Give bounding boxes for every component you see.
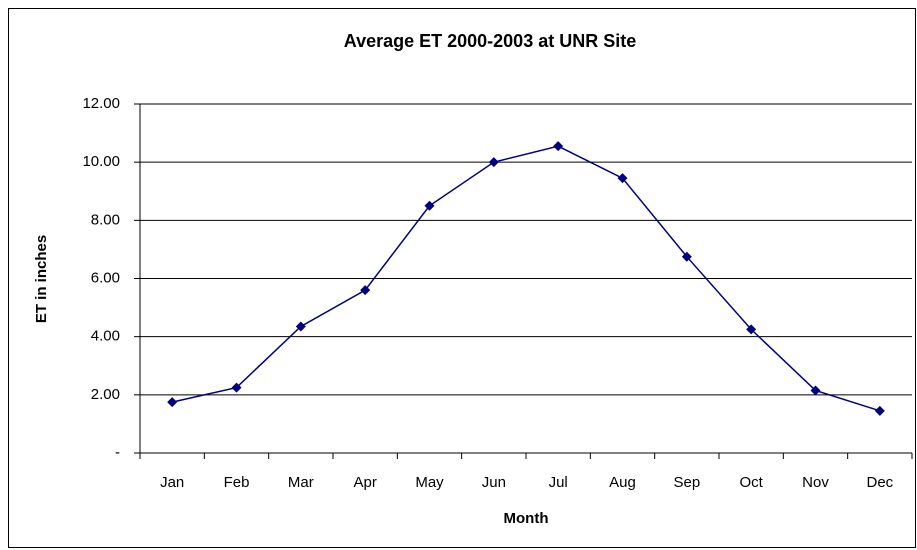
data-point <box>295 321 306 332</box>
y-axis-title: ET in inches <box>33 235 50 323</box>
data-point <box>553 141 564 152</box>
data-line <box>172 145 881 412</box>
x-tick-label: Oct <box>739 474 763 491</box>
y-tick-label: 6.00 <box>91 269 120 286</box>
y-tick-label: 4.00 <box>91 328 120 345</box>
data-point <box>231 382 242 393</box>
data-point <box>746 324 757 335</box>
data-point <box>424 200 435 211</box>
x-tick-label: Sep <box>673 474 700 491</box>
x-tick-label: Jul <box>549 474 568 491</box>
y-tick-label: 12.00 <box>82 95 120 112</box>
data-point <box>488 157 499 168</box>
y-tick-label: - <box>115 444 120 461</box>
x-tick-label: Mar <box>288 474 314 491</box>
y-tick-label: 10.00 <box>82 153 120 170</box>
x-tick-label: Dec <box>866 474 893 491</box>
data-point <box>167 397 178 408</box>
x-tick-label: Nov <box>802 474 829 491</box>
data-point <box>874 405 885 416</box>
y-tick-label: 2.00 <box>91 386 120 403</box>
data-point <box>681 251 692 262</box>
data-point <box>810 385 821 396</box>
x-tick-label: Jun <box>482 474 506 491</box>
data-point <box>360 285 371 296</box>
x-tick-label: May <box>415 474 444 491</box>
data-point <box>617 173 628 184</box>
x-tick-label: Aug <box>609 474 636 491</box>
chart-title: Average ET 2000-2003 at UNR Site <box>344 31 636 51</box>
x-tick-label: Jan <box>160 474 184 491</box>
x-tick-label: Feb <box>224 474 250 491</box>
x-tick-label: Apr <box>353 474 376 491</box>
y-tick-label: 8.00 <box>91 211 120 228</box>
x-axis-title: Month <box>504 510 549 527</box>
